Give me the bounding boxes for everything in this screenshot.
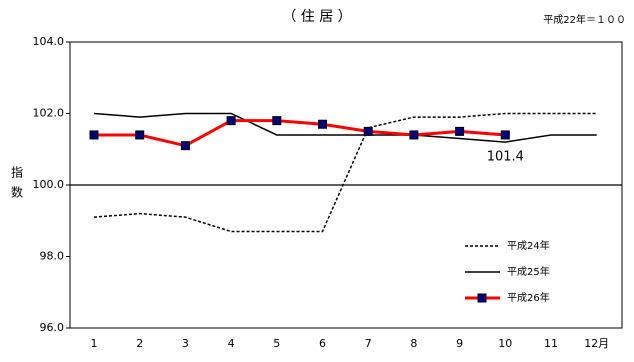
x-tick-label: 2 (136, 337, 143, 350)
y-tick-label: 98.0 (40, 250, 65, 263)
note: 平成22年＝１００ (543, 13, 626, 26)
legend-label: 平成26年 (507, 291, 550, 304)
marker (500, 130, 510, 140)
y-tick-label: 102.0 (33, 107, 65, 120)
x-tick-label: 5 (273, 337, 280, 350)
legend-marker (477, 293, 487, 303)
x-tick-label: 3 (182, 337, 189, 350)
marker (455, 126, 465, 136)
marker (226, 116, 236, 126)
chart-title: （ 住 居 ） (282, 9, 351, 25)
y-tick-label: 96.0 (40, 321, 65, 334)
y-axis-label: 指数 (10, 165, 24, 206)
marker (89, 130, 99, 140)
x-tick-label: 8 (410, 337, 417, 350)
data-label: 101.4 (487, 149, 524, 164)
x-tick-label: 6 (319, 337, 326, 350)
x-tick-label: 7 (365, 337, 372, 350)
legend-label: 平成25年 (507, 265, 550, 278)
x-tick-label: 12月 (584, 337, 609, 350)
x-tick-label: 9 (456, 337, 463, 350)
series-line (93, 112, 597, 233)
y-tick-label: 104.0 (33, 35, 65, 48)
marker (363, 126, 373, 136)
marker (318, 119, 327, 129)
marker (135, 130, 145, 140)
x-tick-label: 4 (228, 337, 235, 350)
marker (272, 116, 282, 126)
x-tick-label: 11 (544, 337, 558, 350)
x-tick-label: 10 (498, 337, 512, 350)
y-tick-label: 100.0 (33, 178, 65, 191)
x-tick-label: 1 (91, 337, 98, 350)
legend-label: 平成24年 (507, 239, 550, 252)
marker (180, 141, 190, 151)
marker (409, 130, 419, 140)
series-line (94, 119, 506, 148)
series-line (93, 112, 597, 143)
